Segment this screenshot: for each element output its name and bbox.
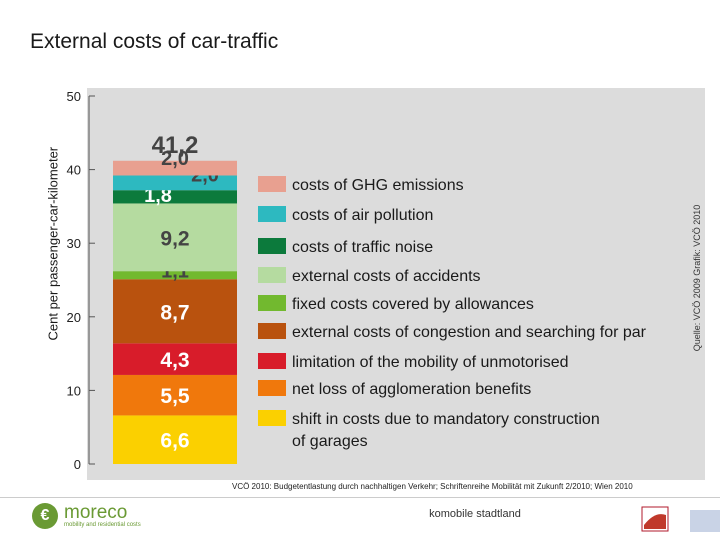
legend-label: costs of GHG emissions bbox=[292, 177, 464, 194]
logo-subtitle: mobility and residential costs bbox=[64, 522, 141, 528]
legend-label: external costs of congestion and searchi… bbox=[292, 324, 647, 341]
footer-divider bbox=[0, 497, 720, 498]
bar-data-label: 1,8 bbox=[144, 185, 172, 207]
y-tick-label: 0 bbox=[74, 457, 81, 472]
page-title: External costs of car-traffic bbox=[30, 30, 279, 53]
bar-data-label: 4,3 bbox=[160, 349, 189, 372]
legend-label-continued: of garages bbox=[292, 433, 368, 450]
bar-data-label: 5,5 bbox=[160, 385, 190, 408]
legend-swatch bbox=[258, 323, 286, 339]
legend-label: costs of traffic noise bbox=[292, 239, 433, 256]
bar-data-label: 6,6 bbox=[160, 430, 189, 453]
legend-swatch bbox=[258, 238, 286, 254]
moreco-logo: € moreco mobility and residential costs bbox=[32, 503, 141, 529]
y-tick-label: 20 bbox=[67, 310, 81, 325]
total-label: 41,2 bbox=[152, 132, 199, 159]
bar-data-label: 9,2 bbox=[160, 227, 189, 250]
bar-segment bbox=[113, 175, 237, 191]
legend-label: shift in costs due to mandatory construc… bbox=[292, 411, 600, 428]
legend-swatch bbox=[258, 295, 286, 311]
footer-source: VCÖ 2010: Budgetentlastung durch nachhal… bbox=[232, 482, 633, 491]
bar-segment bbox=[113, 203, 237, 272]
legend-swatch bbox=[258, 267, 286, 283]
legend-label: fixed costs covered by allowances bbox=[292, 296, 534, 313]
bar-data-label: 8,7 bbox=[160, 301, 189, 324]
bar-segment bbox=[113, 190, 237, 204]
logo-name: moreco bbox=[64, 502, 128, 523]
legend-label: net loss of agglomeration benefits bbox=[292, 381, 531, 398]
bar-segment bbox=[113, 279, 237, 344]
eu-flag-icon bbox=[690, 510, 720, 532]
legend-label: limitation of the mobility of unmotorise… bbox=[292, 354, 569, 371]
bar-segment bbox=[113, 374, 237, 416]
legend-label: costs of air pollution bbox=[292, 207, 433, 224]
legend-swatch bbox=[258, 380, 286, 396]
y-tick-label: 10 bbox=[67, 383, 81, 398]
legend-swatch bbox=[258, 206, 286, 222]
bar-segment bbox=[113, 271, 237, 280]
bar-segment bbox=[113, 343, 237, 375]
source-credit-vertical: Quelle: VCÖ 2009 Grafik: VCÖ 2010 bbox=[692, 205, 702, 352]
bar-segment bbox=[113, 160, 237, 176]
partner-flag-icon bbox=[641, 506, 669, 532]
bar-segment bbox=[113, 415, 237, 464]
legend-label: external costs of accidents bbox=[292, 268, 481, 285]
bar-data-label: 2,0 bbox=[161, 148, 189, 170]
y-tick-label: 30 bbox=[67, 236, 81, 251]
footer-center-text: komobile stadtland bbox=[429, 508, 521, 520]
legend-swatch bbox=[258, 176, 286, 192]
legend-swatch bbox=[258, 353, 286, 369]
y-tick-label: 50 bbox=[67, 89, 81, 104]
legend-swatch bbox=[258, 410, 286, 426]
y-tick-label: 40 bbox=[67, 163, 81, 178]
euro-leaf-icon: € bbox=[32, 503, 58, 529]
